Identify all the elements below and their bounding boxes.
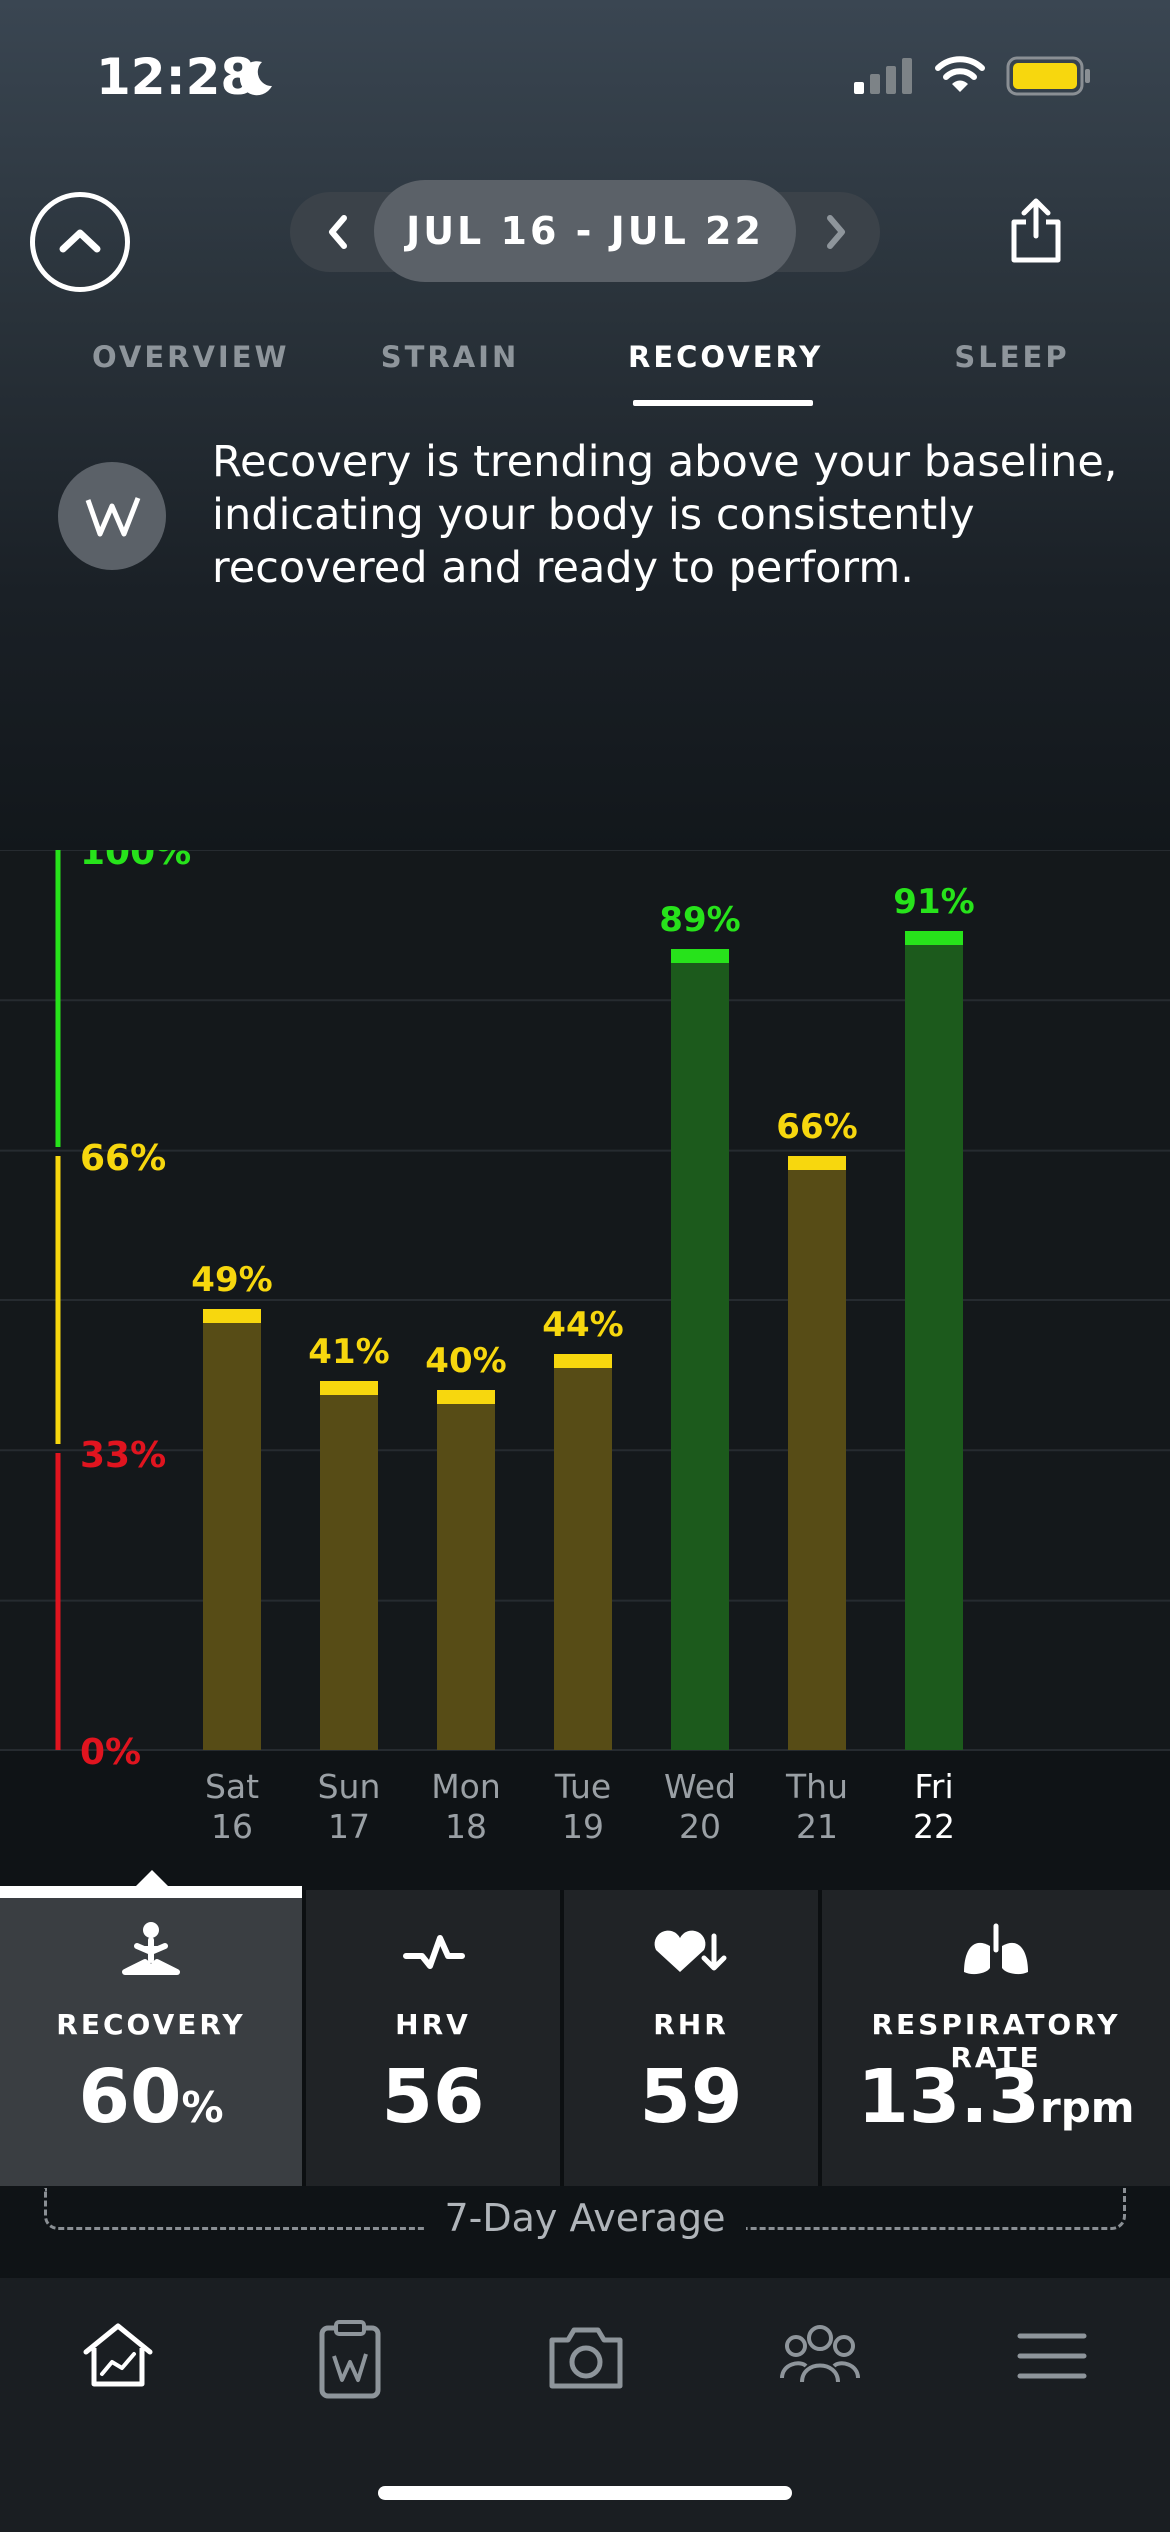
metric-respiratory-rate[interactable]: RESPIRATORY RATE 13.3rpm	[822, 1890, 1170, 2186]
chevron-up-icon	[59, 229, 101, 253]
insight-message: Recovery is trending above your baseline…	[212, 437, 1118, 593]
lungs-icon	[964, 1923, 1028, 1975]
date-label: 22	[913, 1807, 955, 1846]
date-label: 20	[679, 1807, 721, 1846]
bar-value-label: 91%	[893, 882, 974, 922]
tab-sleep[interactable]: SLEEP	[954, 340, 1070, 374]
share-icon[interactable]	[1004, 196, 1068, 266]
bar-cap	[554, 1354, 612, 1368]
recovery-chart: 100% 66% 33% 0% 49% Sat 16 41% Sun 17 40% Mon 18 44% T…	[0, 850, 1170, 1846]
average-label: 7-Day Average	[0, 2196, 1170, 2240]
bar-value-label: 44%	[542, 1305, 623, 1345]
tab-recovery[interactable]: RECOVERY	[628, 340, 824, 374]
bar-cap	[320, 1381, 378, 1395]
metric-unit: rpm	[1040, 2083, 1135, 2132]
whoop-logo-icon	[85, 497, 141, 537]
bar-value-label: 89%	[659, 900, 740, 940]
bar-value-label: 49%	[191, 1260, 272, 1300]
day-label: Sun	[318, 1767, 381, 1806]
y-tick-label: 100%	[80, 850, 191, 873]
previous-week-button[interactable]	[322, 212, 354, 252]
metric-hrv[interactable]: HRV 56	[306, 1890, 560, 2186]
bar-value-label: 40%	[425, 1341, 506, 1381]
date-label: 16	[211, 1807, 253, 1846]
camera-icon[interactable]	[544, 2316, 628, 2396]
day-label: Sat	[205, 1767, 259, 1806]
day-label: Fri	[914, 1767, 953, 1806]
tab-overview[interactable]: OVERVIEW	[92, 340, 290, 374]
metric-label: RECOVERY	[56, 2008, 246, 2041]
day-label: Tue	[554, 1767, 611, 1806]
date-range-label[interactable]: JUL 16 - JUL 22	[374, 180, 796, 282]
bar-value-label: 41%	[308, 1332, 389, 1372]
community-icon[interactable]	[776, 2316, 864, 2396]
metric-unit: %	[181, 2083, 224, 2132]
next-week-button[interactable]	[820, 212, 852, 252]
date-label: 18	[445, 1807, 487, 1846]
moon-icon	[239, 61, 272, 96]
bar	[437, 1390, 495, 1750]
whoop-coach-icon[interactable]	[58, 462, 166, 570]
bar-value-label: 66%	[776, 1107, 857, 1147]
metrics-strip: RECOVERY 60% HRV 56 RHR 59 RESPIRATORY R…	[0, 1890, 1170, 2186]
selected-metric-indicator	[0, 1886, 302, 1898]
tab-strain[interactable]: STRAIN	[380, 340, 520, 374]
home-indicator[interactable]	[378, 2486, 792, 2500]
day-label: Wed	[664, 1767, 736, 1806]
bar	[554, 1354, 612, 1750]
header-background	[0, 0, 1170, 850]
bar	[788, 1156, 846, 1750]
date-label: 19	[562, 1807, 604, 1846]
metric-label: RESPIRATORY RATE	[871, 2008, 1121, 2074]
bar	[671, 949, 729, 1750]
hrv-icon	[403, 1935, 465, 1969]
metric-label: HRV	[395, 2008, 471, 2041]
home-icon[interactable]	[78, 2316, 158, 2396]
day-label: Mon	[431, 1767, 501, 1806]
bar-cap	[788, 1156, 846, 1170]
clipboard-icon[interactable]	[310, 2316, 390, 2400]
metric-value: 56	[381, 2054, 485, 2140]
active-tab-indicator	[633, 400, 813, 406]
metric-value: 13.3rpm	[857, 2054, 1135, 2140]
bar-cap	[203, 1309, 261, 1323]
collapse-button[interactable]	[30, 192, 130, 292]
bar-cap	[671, 949, 729, 963]
date-label: 17	[328, 1807, 370, 1846]
y-tick-label: 0%	[80, 1732, 141, 1773]
battery-icon	[1006, 56, 1090, 96]
status-time: 12:28	[96, 48, 256, 106]
metric-value: 60%	[78, 2054, 224, 2140]
bar-cap	[437, 1390, 495, 1404]
section-tabs: OVERVIEW STRAIN RECOVERY SLEEP	[0, 340, 1170, 410]
bar	[905, 931, 963, 1750]
bar	[203, 1309, 261, 1750]
y-tick-label: 66%	[80, 1138, 166, 1179]
menu-icon[interactable]	[1014, 2316, 1090, 2396]
bar	[320, 1381, 378, 1750]
day-label: Thu	[785, 1767, 848, 1806]
metric-recovery[interactable]: RECOVERY 60%	[0, 1890, 302, 2186]
metric-value: 59	[639, 2054, 743, 2140]
signal-icon	[854, 58, 912, 94]
metric-label: RHR	[653, 2008, 729, 2041]
metric-rhr[interactable]: RHR 59	[564, 1890, 818, 2186]
bar-cap	[905, 931, 963, 945]
selected-metric-caret	[134, 1870, 170, 1888]
heart-down-icon	[654, 1930, 727, 1972]
date-label: 21	[796, 1807, 838, 1846]
meditation-icon	[122, 1922, 180, 1975]
y-tick-label: 33%	[80, 1435, 166, 1476]
wifi-icon	[935, 56, 985, 92]
